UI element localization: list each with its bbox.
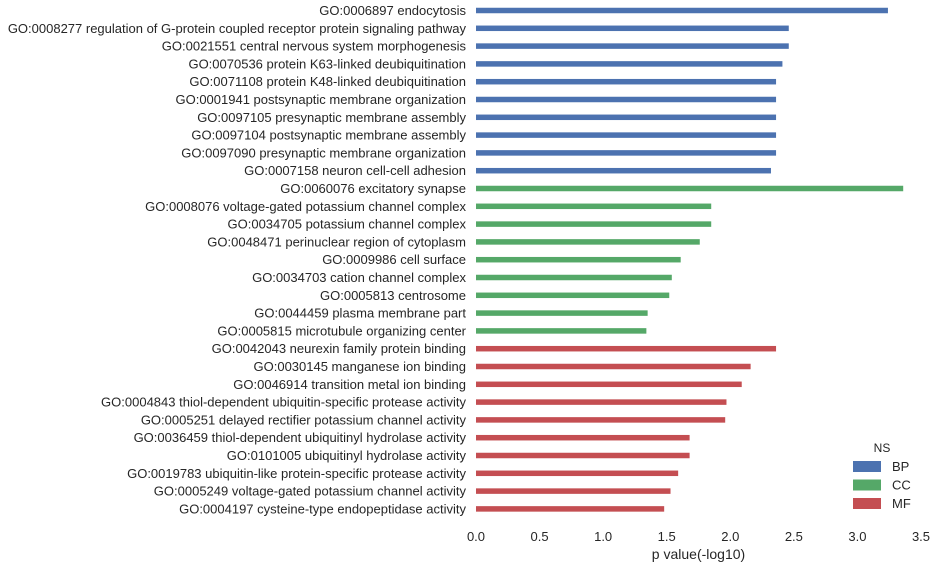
category-label: GO:0004843 thiol-dependent ubiquitin-spe… <box>101 395 466 410</box>
bar-bp <box>476 114 777 121</box>
category-label: GO:0021551 central nervous system morpho… <box>162 39 467 54</box>
bar-mf <box>476 363 751 370</box>
legend-swatch-mf <box>853 498 881 509</box>
legend-swatch-bp <box>853 461 881 472</box>
category-label: GO:0042043 neurexin family protein bindi… <box>212 341 466 356</box>
bar-cc <box>476 292 670 299</box>
bar-mf <box>476 345 777 352</box>
bar-bp <box>476 43 789 49</box>
category-label: GO:0097104 postsynaptic membrane assembl… <box>191 128 466 143</box>
bar-cc <box>476 221 712 227</box>
legend-title: NS <box>874 441 891 455</box>
category-label: GO:0009986 cell surface <box>322 252 466 267</box>
category-label: GO:0006897 endocytosis <box>319 3 466 18</box>
bar-bp <box>476 132 777 138</box>
bar-mf <box>476 470 679 477</box>
bar-cc <box>476 256 681 263</box>
legend-swatch-cc <box>853 479 881 491</box>
x-axis: 0.0 0.5 1.0 1.5 2.0 2.5 3.0 3.5 <box>467 529 930 544</box>
x-tick-label: 2.5 <box>785 529 803 544</box>
bar-cc <box>476 185 904 192</box>
x-tick-label: 0.0 <box>467 529 485 544</box>
x-tick-label: 1.0 <box>594 529 612 544</box>
bar-mf <box>476 506 665 512</box>
category-label: GO:0008277 regulation of G-protein coupl… <box>8 21 467 36</box>
bar-bp <box>476 150 777 156</box>
category-label: GO:0001941 postsynaptic membrane organiz… <box>175 92 466 107</box>
category-label: GO:0005249 voltage-gated potassium chann… <box>154 484 467 499</box>
bar-bp <box>476 167 771 174</box>
category-label: GO:0005815 microtubule organizing center <box>217 323 466 338</box>
bar-cc <box>476 239 700 245</box>
x-tick-label: 2.0 <box>721 529 739 544</box>
bar-mf <box>476 399 727 405</box>
category-label: GO:0019783 ubiquitin-like protein-specif… <box>127 466 466 481</box>
category-label: GO:0007158 neuron cell-cell adhesion <box>244 163 466 178</box>
category-labels: GO:0006897 endocytosis GO:0008277 regulat… <box>8 3 467 516</box>
x-tick-label: 3.0 <box>848 529 866 544</box>
x-tick-label: 1.5 <box>658 529 676 544</box>
legend: NS BP CC MF <box>853 441 911 511</box>
category-label: GO:0044459 plasma membrane part <box>254 306 466 321</box>
category-label: GO:0030145 manganese ion binding <box>254 359 467 374</box>
category-label: GO:0034703 cation channel complex <box>252 270 466 285</box>
bar-cc <box>476 310 648 316</box>
legend-label: BP <box>892 459 909 474</box>
bar-bp <box>476 25 789 32</box>
x-tick-label: 3.5 <box>912 529 930 544</box>
category-label: GO:0034705 potassium channel complex <box>228 217 467 232</box>
bars-layer <box>476 7 904 512</box>
bar-mf <box>476 488 671 494</box>
category-label: GO:0005251 delayed rectifier potassium c… <box>141 412 467 427</box>
category-label: GO:0097090 presynaptic membrane organiza… <box>181 145 466 160</box>
category-label: GO:0101005 ubiquitinyl hydrolase activit… <box>227 448 467 463</box>
category-label: GO:0008076 voltage-gated potassium chann… <box>145 199 466 214</box>
category-label: GO:0060076 excitatory synapse <box>280 181 466 196</box>
bar-mf <box>476 452 690 459</box>
bar-bp <box>476 61 783 67</box>
bar-mf <box>476 381 742 388</box>
category-label: GO:0048471 perinuclear region of cytopla… <box>207 234 466 249</box>
bar-cc <box>476 274 672 281</box>
bar-cc <box>476 328 647 334</box>
category-label: GO:0036459 thiol-dependent ubiquitinyl h… <box>134 430 467 445</box>
bar-bp <box>476 78 777 85</box>
x-axis-title: p value(-log10) <box>652 546 745 562</box>
bar-mf <box>476 434 690 441</box>
category-label: GO:0046914 transition metal ion binding <box>233 377 466 392</box>
bar-cc <box>476 203 712 210</box>
bar-mf <box>476 417 726 423</box>
category-label: GO:0097105 presynaptic membrane assembly <box>197 110 466 125</box>
x-tick-label: 0.5 <box>531 529 549 544</box>
category-label: GO:0004197 cysteine-type endopeptidase a… <box>179 501 466 516</box>
legend-label: CC <box>892 478 911 493</box>
bar-bp <box>476 96 777 103</box>
bar-bp <box>476 7 888 14</box>
category-label: GO:0005813 centrosome <box>320 288 466 303</box>
category-label: GO:0071108 protein K48-linked deubiquiti… <box>189 74 466 89</box>
category-label: GO:0070536 protein K63-linked deubiquiti… <box>188 56 466 71</box>
legend-label: MF <box>892 496 911 511</box>
